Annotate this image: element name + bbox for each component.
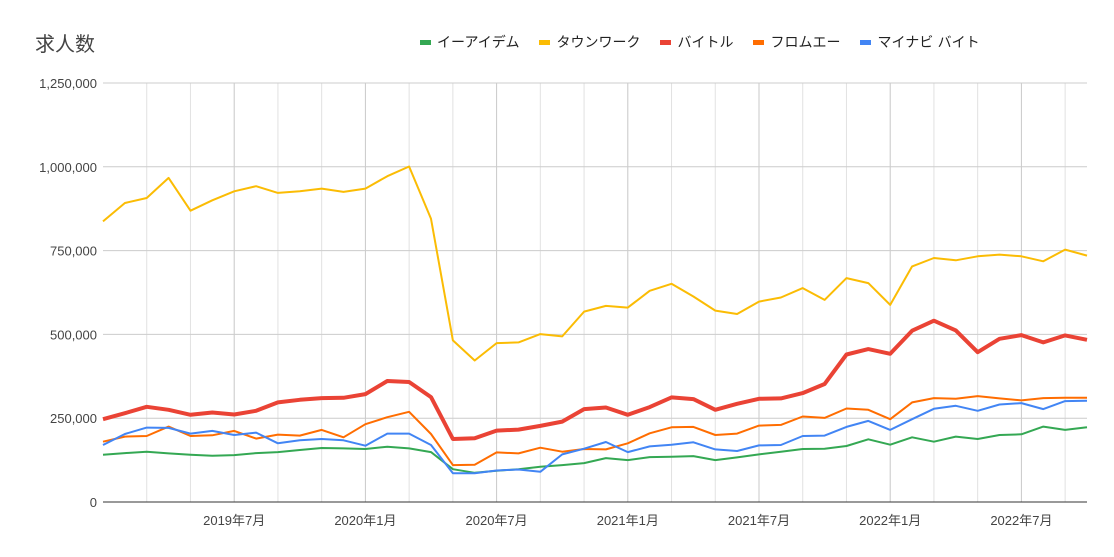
legend-item-mynavi: マイナビ バイト	[860, 32, 980, 52]
legend-swatch	[660, 39, 672, 45]
series-line-0	[102, 425, 1088, 474]
x-tick-label: 2020年1月	[334, 513, 396, 528]
series-line-4	[102, 399, 1088, 475]
series-line-1	[102, 165, 1088, 362]
x-tick-label: 2022年1月	[859, 513, 921, 528]
legend-label: バイトル	[677, 35, 734, 51]
legend-swatch	[420, 39, 431, 45]
x-tick-label: 2021年7月	[728, 513, 790, 528]
legend-swatch	[860, 39, 872, 45]
series-line-3	[102, 395, 1087, 467]
legend-label: イーアイデム	[437, 35, 520, 51]
y-tick-label: 1,000,000	[39, 160, 97, 175]
y-tick-label: 500,000	[50, 327, 97, 342]
x-tick-label: 2020年7月	[466, 513, 528, 528]
x-tick-label: 2019年7月	[203, 513, 265, 528]
y-tick-label: 1,250,000	[39, 76, 97, 91]
legend: イーアイデム タウンワーク バイトル フロムエー マイナビ バイト	[420, 32, 980, 52]
y-tick-label: 0	[90, 495, 97, 510]
y-tick-label: 750,000	[50, 244, 97, 259]
legend-item-froma: フロムエー	[753, 32, 840, 52]
legend-swatch	[539, 39, 551, 45]
legend-label: フロムエー	[770, 35, 841, 51]
legend-item-e-aidem: イーアイデム	[420, 32, 519, 52]
x-tick-label: 2021年1月	[597, 513, 659, 528]
legend-label: タウンワーク	[556, 35, 641, 51]
chart-title: 求人数	[35, 32, 95, 56]
legend-item-townwork: タウンワーク	[539, 32, 640, 52]
legend-swatch	[753, 39, 765, 45]
y-tick-label: 250,000	[50, 411, 97, 426]
series-line-2	[102, 318, 1088, 441]
x-tick-label: 2022年7月	[990, 513, 1052, 528]
legend-label: マイナビ バイト	[877, 35, 980, 51]
legend-item-baitoru: バイトル	[660, 32, 733, 52]
